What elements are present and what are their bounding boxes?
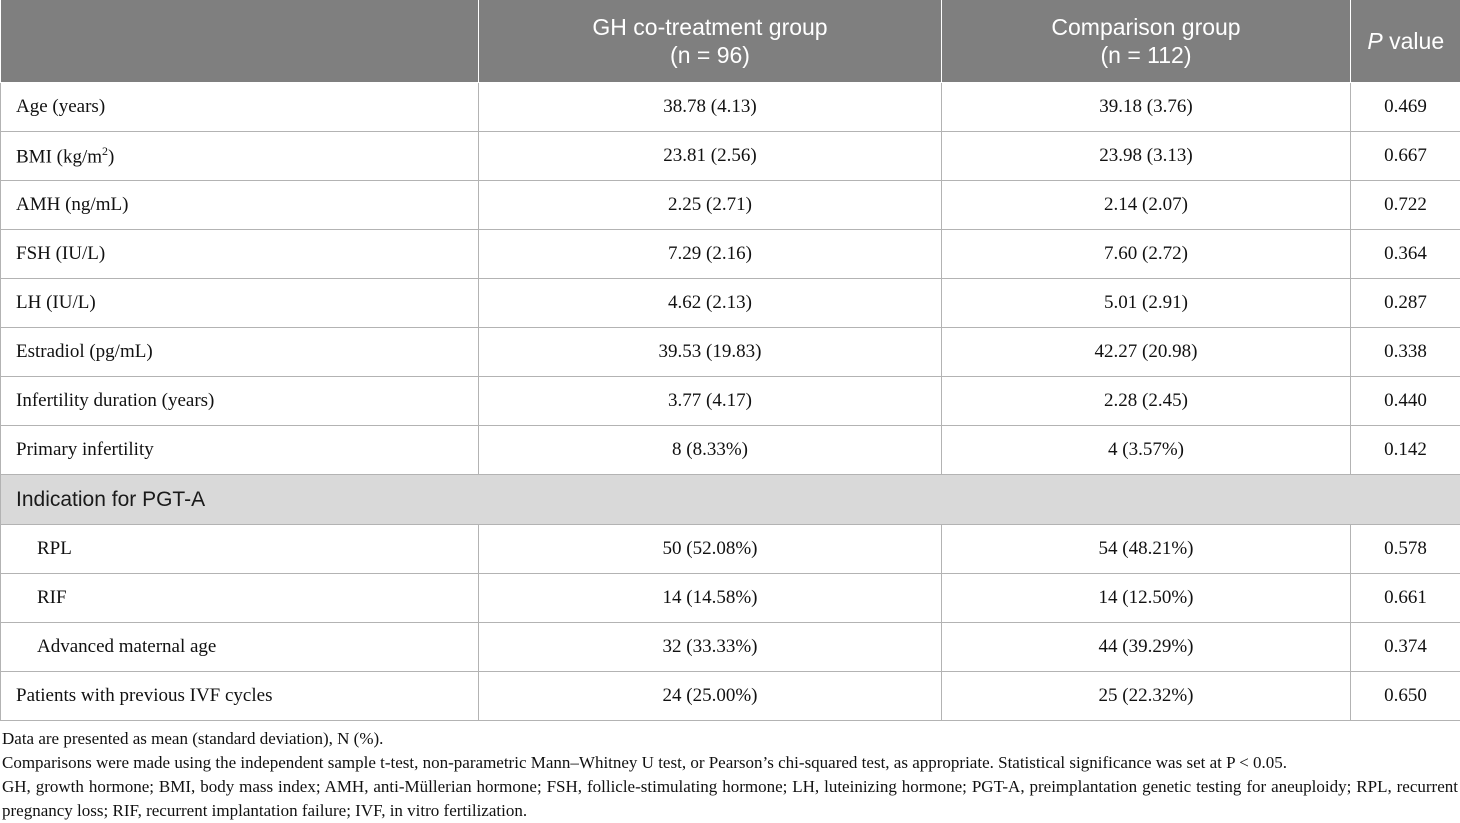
header-variable [0, 0, 479, 83]
comparison-value: 54 (48.21%) [941, 524, 1351, 574]
table-header: GH co-treatment group (n = 96) Compariso… [0, 0, 1460, 83]
row-label: Advanced maternal age [0, 622, 479, 672]
row-label: Age (years) [0, 82, 479, 132]
row-label: FSH (IU/L) [0, 229, 479, 279]
row-label-superscript: 2 [102, 143, 109, 158]
comparison-value: 4 (3.57%) [941, 425, 1351, 475]
gh-value: 39.53 (19.83) [478, 327, 942, 377]
row-label: Infertility duration (years) [0, 376, 479, 426]
gh-value: 50 (52.08%) [478, 524, 942, 574]
gh-value: 23.81 (2.56) [478, 131, 942, 181]
table-row: AMH (ng/mL) 2.25 (2.71) 2.14 (2.07) 0.72… [0, 180, 1460, 230]
comparison-value: 2.28 (2.45) [941, 376, 1351, 426]
table-row: Estradiol (pg/mL) 39.53 (19.83) 42.27 (2… [0, 327, 1460, 377]
table-body: Age (years) 38.78 (4.13) 39.18 (3.76) 0.… [0, 82, 1460, 721]
comparison-value: 14 (12.50%) [941, 573, 1351, 623]
row-label: RPL [0, 524, 479, 574]
table-row: RIF 14 (14.58%) 14 (12.50%) 0.661 [0, 573, 1460, 623]
footnote-abbreviations: GH, growth hormone; BMI, body mass index… [2, 777, 1458, 820]
p-value: 0.469 [1350, 82, 1460, 132]
p-value: 0.364 [1350, 229, 1460, 279]
row-label: Patients with previous IVF cycles [0, 671, 479, 721]
gh-value: 8 (8.33%) [478, 425, 942, 475]
comparison-value: 39.18 (3.76) [941, 82, 1351, 132]
gh-value: 3.77 (4.17) [478, 376, 942, 426]
comparison-value: 44 (39.29%) [941, 622, 1351, 672]
p-value: 0.338 [1350, 327, 1460, 377]
header-p-rest: value [1382, 28, 1445, 54]
p-value: 0.440 [1350, 376, 1460, 426]
row-label: BMI (kg/m2) [0, 131, 479, 181]
gh-value: 38.78 (4.13) [478, 82, 942, 132]
comparison-value: 2.14 (2.07) [941, 180, 1351, 230]
comparison-value: 25 (22.32%) [941, 671, 1351, 721]
comparison-value: 5.01 (2.91) [941, 278, 1351, 328]
gh-value: 4.62 (2.13) [478, 278, 942, 328]
table-row: FSH (IU/L) 7.29 (2.16) 7.60 (2.72) 0.364 [0, 229, 1460, 279]
row-label-tail: ) [108, 146, 115, 168]
header-comparison-n: (n = 112) [1100, 42, 1192, 68]
p-value: 0.722 [1350, 180, 1460, 230]
gh-value: 7.29 (2.16) [478, 229, 942, 279]
row-label: AMH (ng/mL) [0, 180, 479, 230]
row-label: LH (IU/L) [0, 278, 479, 328]
header-comparison-group: Comparison group (n = 112) [941, 0, 1351, 83]
row-label: Estradiol (pg/mL) [0, 327, 479, 377]
header-p-italic: P [1367, 28, 1383, 54]
p-value: 0.142 [1350, 425, 1460, 475]
comparison-value: 42.27 (20.98) [941, 327, 1351, 377]
gh-value: 32 (33.33%) [478, 622, 942, 672]
footnote-statistics: Comparisons were made using the independ… [2, 753, 1288, 772]
table-row: Infertility duration (years) 3.77 (4.17)… [0, 376, 1460, 426]
table-footnotes: Data are presented as mean (standard dev… [2, 727, 1458, 823]
row-label: Primary infertility [0, 425, 479, 475]
header-gh-group-n: (n = 96) [670, 42, 750, 68]
header-comparison-title: Comparison group [1051, 14, 1241, 40]
header-gh-group: GH co-treatment group (n = 96) [478, 0, 942, 83]
table-row: Advanced maternal age 32 (33.33%) 44 (39… [0, 622, 1460, 672]
baseline-characteristics-table: GH co-treatment group (n = 96) Compariso… [0, 0, 1460, 721]
comparison-value: 7.60 (2.72) [941, 229, 1351, 279]
header-gh-group-title: GH co-treatment group [592, 14, 828, 40]
gh-value: 24 (25.00%) [478, 671, 942, 721]
row-label: RIF [0, 573, 479, 623]
p-value: 0.661 [1350, 573, 1460, 623]
section-row: Indication for PGT-A [0, 474, 1460, 525]
table-row: LH (IU/L) 4.62 (2.13) 5.01 (2.91) 0.287 [0, 278, 1460, 328]
p-value: 0.667 [1350, 131, 1460, 181]
header-p-value: P value [1350, 0, 1460, 83]
footnote-data-presentation: Data are presented as mean (standard dev… [2, 729, 384, 748]
header-row: GH co-treatment group (n = 96) Compariso… [0, 0, 1460, 83]
table-row: Age (years) 38.78 (4.13) 39.18 (3.76) 0.… [0, 82, 1460, 132]
p-value: 0.578 [1350, 524, 1460, 574]
p-value: 0.287 [1350, 278, 1460, 328]
section-heading: Indication for PGT-A [0, 474, 1460, 525]
row-label-text: BMI (kg/m [16, 146, 103, 168]
p-value: 0.374 [1350, 622, 1460, 672]
table-row: Primary infertility 8 (8.33%) 4 (3.57%) … [0, 425, 1460, 475]
table-row: BMI (kg/m2) 23.81 (2.56) 23.98 (3.13) 0.… [0, 131, 1460, 181]
gh-value: 14 (14.58%) [478, 573, 942, 623]
p-value: 0.650 [1350, 671, 1460, 721]
table-row: Patients with previous IVF cycles 24 (25… [0, 671, 1460, 721]
gh-value: 2.25 (2.71) [478, 180, 942, 230]
comparison-value: 23.98 (3.13) [941, 131, 1351, 181]
table-row: RPL 50 (52.08%) 54 (48.21%) 0.578 [0, 524, 1460, 574]
